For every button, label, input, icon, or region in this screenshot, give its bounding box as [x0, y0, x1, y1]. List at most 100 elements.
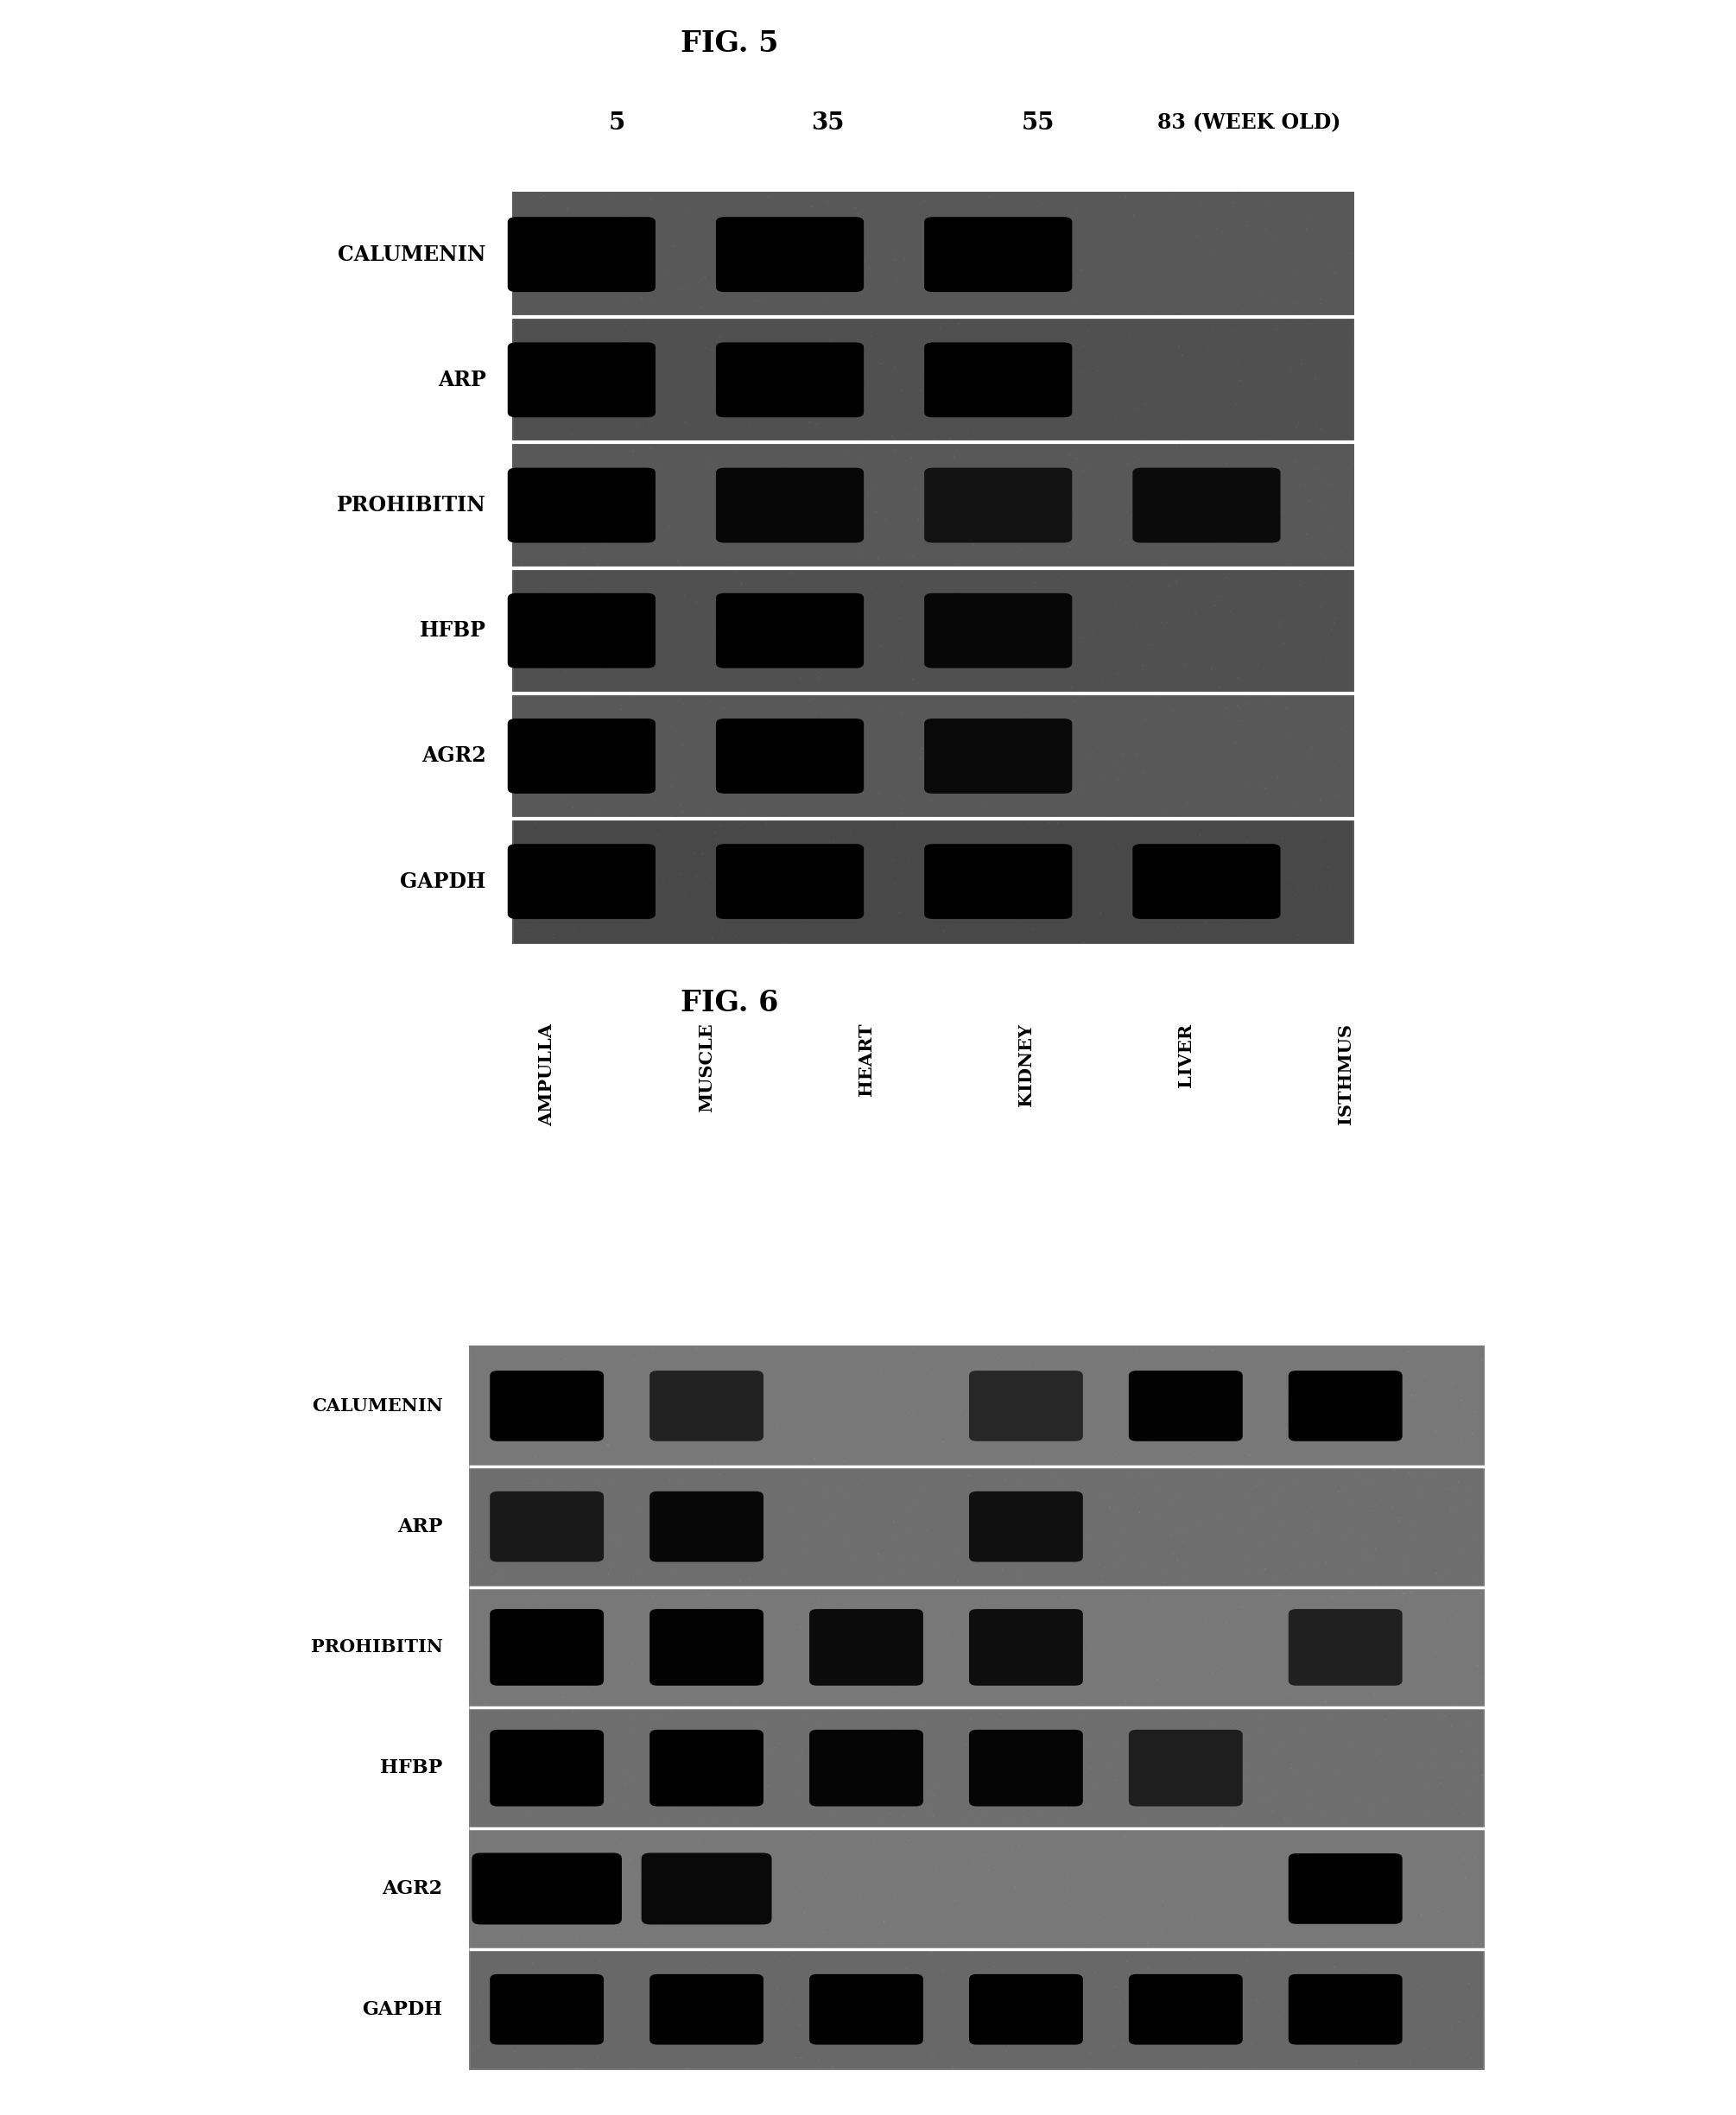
Point [510, 269, 538, 302]
Point [1200, 734, 1227, 768]
Point [524, 1743, 552, 1777]
Point [998, 605, 1026, 639]
Point [1189, 376, 1217, 410]
Point [733, 1753, 760, 1787]
Point [1385, 1665, 1413, 1698]
Point [1191, 1487, 1219, 1521]
Point [1167, 1908, 1194, 1942]
Point [1392, 1542, 1420, 1576]
Point [661, 328, 689, 362]
Point [960, 535, 988, 569]
Point [977, 328, 1005, 362]
Point [1363, 1838, 1391, 1872]
Point [887, 533, 915, 567]
Point [1137, 1975, 1165, 2009]
Point [1375, 1620, 1403, 1654]
Point [597, 1918, 625, 1952]
Point [1283, 1398, 1311, 1432]
Point [878, 1557, 906, 1590]
Point [974, 1853, 1002, 1887]
Point [1321, 884, 1349, 918]
Point [830, 195, 858, 228]
Point [656, 1464, 684, 1497]
Point [531, 692, 559, 725]
Point [745, 1950, 773, 1984]
Point [1189, 842, 1217, 876]
Point [661, 1906, 689, 1939]
Point [1208, 1641, 1236, 1675]
Point [1147, 1417, 1175, 1451]
Point [1318, 651, 1345, 685]
Point [727, 567, 755, 601]
Point [1017, 1561, 1045, 1595]
Point [1139, 2049, 1167, 2083]
Point [481, 1842, 509, 1876]
Point [870, 1616, 898, 1650]
Point [826, 450, 854, 484]
Point [1307, 1705, 1335, 1739]
Point [630, 1643, 658, 1677]
Point [479, 1779, 507, 1813]
Point [521, 527, 549, 560]
Point [969, 554, 996, 588]
Point [516, 1751, 543, 1785]
Point [602, 1758, 630, 1791]
Point [556, 1519, 583, 1552]
Point [783, 233, 811, 266]
Point [495, 1696, 523, 1730]
Point [953, 326, 981, 360]
Point [918, 1684, 946, 1717]
Point [773, 1868, 800, 1901]
Point [913, 704, 941, 738]
Point [1035, 531, 1062, 565]
Point [1312, 563, 1340, 596]
Point [1062, 1937, 1090, 1971]
Point [549, 1982, 576, 2016]
Point [894, 844, 922, 878]
Point [845, 1474, 873, 1508]
Point [1102, 711, 1130, 744]
Point [1175, 1445, 1203, 1478]
Point [1128, 821, 1156, 854]
Point [998, 1631, 1026, 1665]
Point [715, 453, 743, 486]
Point [1316, 560, 1344, 594]
Point [481, 1495, 509, 1529]
Point [653, 1684, 681, 1717]
Point [1203, 334, 1231, 368]
Point [1099, 2028, 1127, 2062]
Point [884, 1631, 911, 1665]
Point [807, 1339, 835, 1373]
Point [1191, 1574, 1219, 1607]
Point [1293, 1430, 1321, 1464]
Point [955, 1709, 983, 1743]
Point [568, 1487, 595, 1521]
Point [552, 516, 580, 550]
Point [885, 260, 913, 294]
Point [1113, 2028, 1141, 2062]
Point [601, 431, 628, 465]
Point [559, 1694, 587, 1728]
Point [1361, 1495, 1389, 1529]
Point [486, 1332, 514, 1366]
Point [698, 922, 726, 956]
Point [930, 1832, 958, 1865]
Point [1003, 1635, 1031, 1669]
Point [1151, 1385, 1179, 1419]
Point [906, 1571, 934, 1605]
Point [689, 444, 717, 478]
Point [1340, 1521, 1368, 1555]
Point [1231, 188, 1259, 222]
Point [847, 700, 875, 734]
Point [849, 1838, 877, 1872]
Point [661, 761, 689, 795]
Point [691, 744, 719, 778]
Point [1305, 351, 1333, 385]
Point [1187, 673, 1215, 706]
Point [812, 575, 840, 609]
Point [764, 192, 792, 226]
Point [766, 757, 793, 791]
Point [1144, 899, 1172, 933]
Point [1330, 383, 1358, 417]
Point [557, 338, 585, 372]
